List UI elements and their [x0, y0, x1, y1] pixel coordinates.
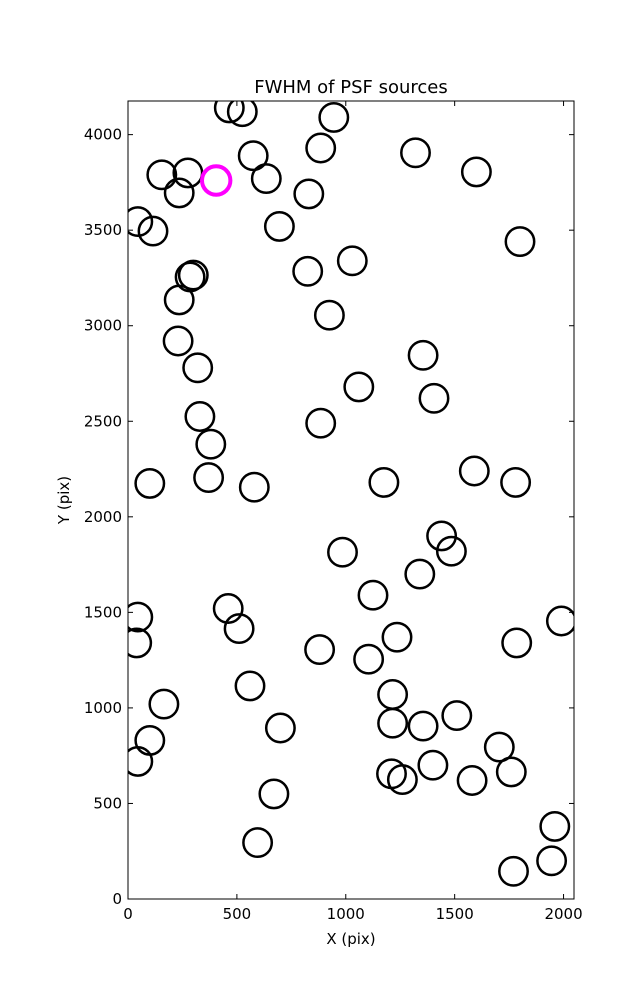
source-marker — [212, 593, 244, 624]
source-marker — [357, 579, 389, 611]
source-marker — [250, 163, 282, 195]
x-tick-label: 1500 — [436, 905, 474, 923]
source-marker — [128, 601, 154, 633]
y-tick-label: 2000 — [84, 508, 122, 526]
source-marker — [368, 466, 400, 498]
source-marker — [237, 140, 269, 172]
source-marker — [134, 724, 166, 756]
source-marker — [226, 101, 258, 128]
source-marker — [435, 535, 467, 567]
y-tick-label: 3000 — [84, 317, 122, 335]
source-marker — [234, 670, 266, 702]
x-axis-title: X (pix) — [326, 930, 375, 948]
source-marker — [536, 845, 568, 877]
source-marker — [148, 688, 180, 720]
y-tick-label: 2500 — [84, 412, 122, 430]
source-marker — [258, 778, 290, 810]
source-marker — [193, 462, 225, 494]
source-marker — [336, 245, 368, 277]
source-marker — [213, 101, 245, 124]
x-tick-label: 500 — [223, 905, 252, 923]
x-tick-label: 2000 — [544, 905, 582, 923]
y-tick-label: 0 — [112, 890, 122, 908]
source-marker — [407, 710, 439, 742]
source-marker — [163, 177, 195, 209]
source-marker — [460, 156, 492, 188]
highlighted-source-marker — [200, 164, 233, 197]
source-marker — [327, 536, 358, 568]
x-tick-label: 0 — [123, 905, 133, 923]
source-marker — [377, 707, 409, 739]
source-marker — [128, 206, 154, 238]
y-tick-label: 500 — [93, 794, 122, 812]
source-marker — [238, 471, 270, 503]
source-marker — [134, 467, 166, 499]
source-marker — [128, 627, 153, 659]
source-marker — [545, 605, 574, 637]
y-axis-title: Y (pix) — [55, 476, 73, 525]
y-tick-label: 1500 — [84, 603, 122, 621]
source-marker — [177, 259, 209, 291]
plot-frame — [127, 100, 575, 900]
x-tick-label: 1000 — [327, 905, 365, 923]
source-marker — [495, 756, 527, 788]
source-marker — [400, 137, 431, 169]
source-marker — [242, 827, 274, 859]
axis-ticks: 0 500 1000 1500 2000 0 500 1000 1500 2000 2500 3000… — [84, 101, 583, 923]
y-tick-label: 4000 — [84, 126, 122, 144]
source-marker — [501, 627, 533, 659]
source-marker — [162, 325, 194, 357]
source-marker — [539, 810, 571, 842]
source-marker — [305, 407, 337, 439]
source-marker — [305, 132, 337, 164]
source-marker — [223, 613, 255, 645]
source-marker — [182, 352, 214, 384]
source-marker — [195, 428, 227, 460]
source-marker — [377, 679, 409, 710]
source-marker — [500, 466, 532, 498]
source-marker — [386, 764, 418, 796]
source-marker — [146, 159, 178, 191]
source-marker — [418, 382, 450, 414]
source-marker — [353, 643, 385, 675]
chart-title: FWHM of PSF sources — [254, 77, 448, 98]
source-marker — [426, 520, 458, 552]
source-marker — [404, 558, 436, 590]
y-tick-label: 3500 — [84, 221, 122, 239]
source-marker — [441, 700, 473, 732]
source-marker — [458, 455, 490, 487]
source-marker — [417, 749, 449, 781]
source-marker — [137, 215, 169, 247]
source-marker — [163, 284, 195, 316]
source-marker — [483, 731, 515, 763]
source-marker — [343, 371, 375, 403]
source-marker — [456, 765, 488, 796]
plot-area — [128, 101, 574, 887]
source-marker — [318, 101, 350, 133]
source-marker — [264, 712, 296, 744]
source-marker — [376, 758, 407, 790]
source-marker — [407, 339, 439, 371]
source-marker — [184, 401, 216, 432]
y-tick-label: 1000 — [84, 699, 122, 717]
source-marker — [313, 299, 345, 331]
source-marker — [293, 178, 325, 210]
source-marker — [292, 255, 324, 287]
source-marker — [498, 855, 529, 887]
source-marker — [304, 634, 336, 666]
source-marker — [381, 621, 413, 653]
source-marker — [263, 210, 295, 242]
source-marker — [504, 226, 536, 258]
source-marker — [128, 745, 154, 777]
